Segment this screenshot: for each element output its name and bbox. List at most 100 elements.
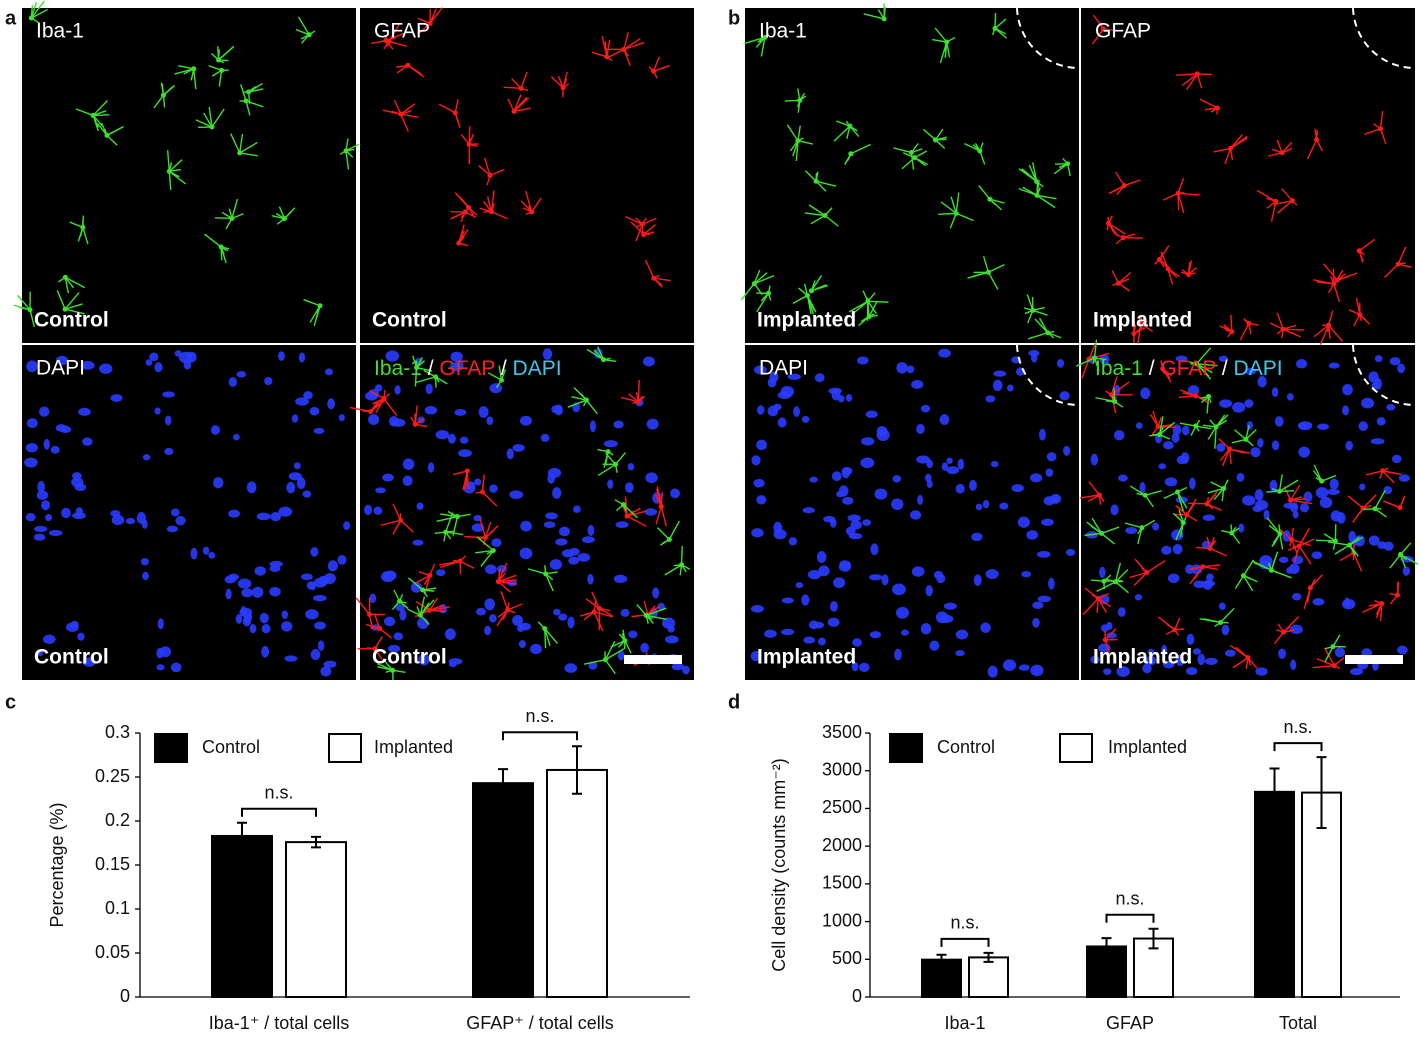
soma — [666, 537, 672, 543]
soma — [641, 231, 647, 237]
process — [680, 545, 683, 565]
process — [1213, 147, 1231, 153]
soma — [583, 397, 589, 403]
stain-part: Iba-1 — [1095, 357, 1143, 380]
separator: / — [1216, 357, 1234, 380]
process — [92, 100, 108, 116]
nucleus — [1292, 510, 1299, 519]
nucleus — [807, 569, 822, 580]
nucleus — [1254, 489, 1264, 501]
process — [792, 294, 808, 304]
process — [1229, 644, 1249, 659]
nucleus — [1106, 621, 1113, 631]
nucleus — [925, 585, 933, 597]
stain-part: DAPI — [513, 357, 562, 380]
nucleus — [1298, 446, 1311, 458]
annotation: n.s. — [525, 706, 554, 726]
nucleus — [801, 594, 810, 606]
nucleus — [338, 414, 345, 422]
nucleus — [993, 370, 1007, 377]
process — [1108, 184, 1125, 195]
process — [407, 64, 425, 78]
nucleus — [368, 414, 380, 425]
nucleus — [561, 549, 575, 558]
process — [1362, 494, 1377, 509]
nucleus — [444, 628, 456, 640]
x-tick-label: Iba-1⁺ / total cells — [209, 1013, 350, 1033]
nucleus — [1342, 383, 1353, 396]
nucleus — [1116, 666, 1130, 677]
nucleus — [309, 406, 320, 416]
nucleus — [581, 536, 595, 544]
process — [850, 143, 871, 155]
process — [1091, 28, 1104, 45]
soma — [209, 124, 215, 130]
process — [1084, 532, 1102, 537]
nucleus — [71, 477, 84, 488]
nucleus — [935, 611, 949, 624]
error-bar — [1148, 927, 1159, 950]
nucleus — [48, 529, 63, 537]
process — [168, 171, 172, 191]
process — [1110, 376, 1118, 396]
process — [484, 525, 499, 539]
nucleus — [850, 520, 862, 530]
nucleus — [830, 518, 837, 528]
image-bg — [1081, 8, 1415, 343]
soma — [866, 314, 872, 320]
process — [808, 204, 826, 217]
nucleus — [424, 405, 438, 415]
process — [797, 140, 813, 145]
nucleus — [615, 521, 629, 528]
nucleus — [1319, 496, 1333, 509]
nucleus — [896, 606, 910, 619]
nucleus — [327, 398, 336, 410]
nucleus — [142, 571, 149, 581]
nucleus — [55, 424, 67, 432]
process — [1178, 192, 1200, 196]
nucleus — [1216, 442, 1226, 452]
nucleus — [865, 410, 878, 418]
nucleus — [246, 481, 257, 494]
process — [1079, 494, 1100, 499]
nucleus — [365, 391, 378, 401]
soma — [1030, 307, 1036, 313]
nucleus — [1344, 597, 1351, 608]
bar — [968, 956, 1009, 999]
soma — [1331, 281, 1337, 287]
process — [500, 591, 509, 611]
process — [863, 13, 885, 20]
nucleus — [1152, 522, 1160, 531]
process — [652, 56, 660, 72]
bar — [285, 841, 347, 998]
soma — [1277, 488, 1283, 494]
nucleus — [427, 462, 435, 473]
nucleus — [830, 600, 838, 612]
soma — [1108, 392, 1114, 398]
nucleus — [793, 406, 800, 418]
process — [938, 212, 957, 216]
nucleus — [1032, 617, 1040, 628]
nucleus — [447, 433, 456, 444]
process — [239, 133, 244, 154]
nucleus — [99, 363, 113, 374]
nucleus — [142, 454, 151, 461]
nucleus — [1046, 452, 1057, 462]
nucleus — [1206, 573, 1214, 582]
stain-part: DAPI — [1234, 357, 1283, 380]
nucleus — [178, 351, 193, 364]
process — [1283, 328, 1305, 331]
soma — [412, 421, 418, 427]
nucleus — [545, 512, 558, 520]
nucleus — [375, 487, 386, 494]
nucleus — [1059, 391, 1070, 401]
nucleus — [955, 483, 965, 494]
process — [400, 103, 416, 115]
nucleus — [241, 588, 254, 598]
process — [604, 659, 616, 675]
soma — [1180, 520, 1186, 526]
process — [1129, 485, 1146, 496]
nucleus — [435, 569, 446, 577]
condition-label: Control — [34, 309, 109, 332]
